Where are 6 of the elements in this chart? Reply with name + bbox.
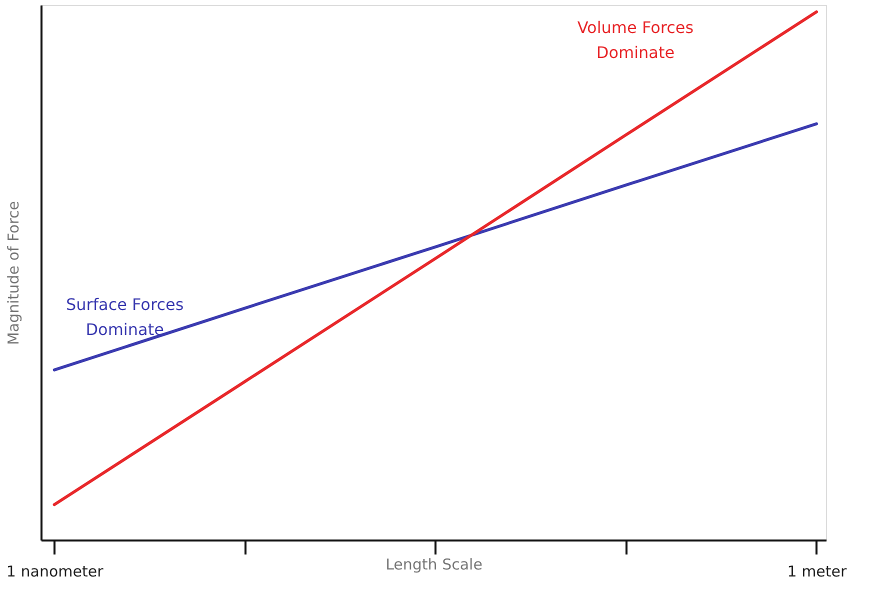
y-axis-title: Magnitude of Force <box>4 200 22 346</box>
x-tick-label: 1 nanometer <box>6 562 104 580</box>
series-label: Volume Forces Dominate <box>577 18 694 62</box>
series-label: Surface Forces Dominate <box>66 295 184 340</box>
x-tick-label: 1 meter <box>787 562 848 580</box>
x-axis-title: Length Scale <box>386 556 482 574</box>
